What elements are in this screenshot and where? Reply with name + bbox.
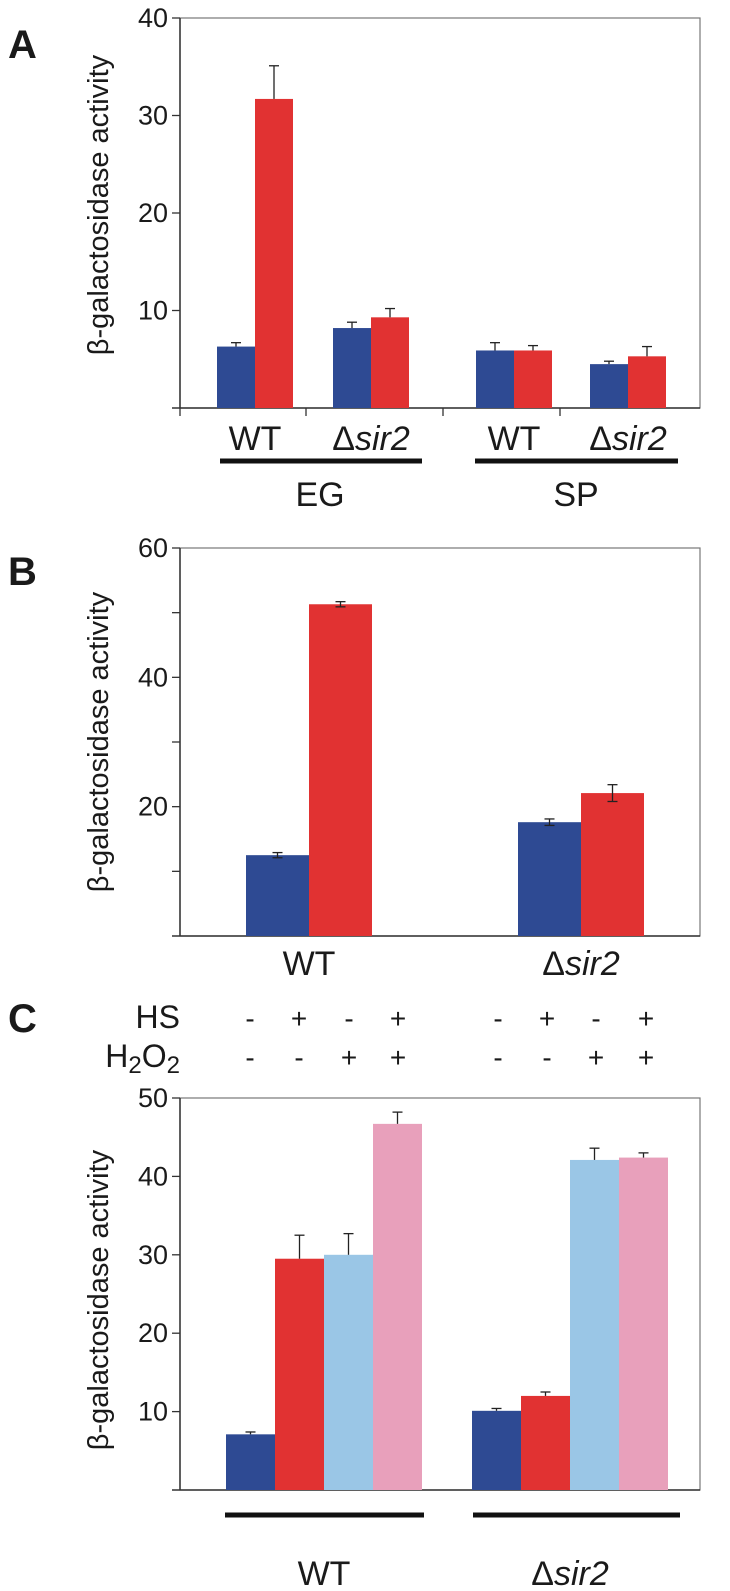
panel-b-x-category-label-1-prefix: Δ xyxy=(542,945,565,983)
panel-c: C β-galactosidase activity HS - + - + - + - +H2O… xyxy=(8,997,701,1591)
panel-b-x-category-label-0-text: WT xyxy=(283,945,336,983)
panel-c-x-category-label-0-text: WT xyxy=(298,1555,351,1591)
panel-c-sign-1-6: + xyxy=(588,1042,604,1073)
panel-c-sign-1-4: - xyxy=(493,1042,502,1073)
panel-c-bar-HS+H2O2-0 xyxy=(373,1123,422,1490)
panel-c-y-tick-label: 30 xyxy=(138,1240,168,1270)
panel-c-sign-0-5: + xyxy=(539,1003,555,1034)
panel-c-bar-HS+H2O2-1 xyxy=(619,1157,668,1490)
panel-b-y-tick-label: 40 xyxy=(138,662,168,692)
panel-b-y-axis-label: β-galactosidase activity xyxy=(83,591,115,892)
panel-c-sign-0-7: + xyxy=(638,1003,654,1034)
panel-a-group-label-eg: EG xyxy=(295,476,344,514)
panel-a-bar-series-2-1 xyxy=(371,317,409,408)
panel-c-sign-0-3: + xyxy=(390,1003,406,1034)
panel-a-x-category-label-3-text: sir2 xyxy=(612,420,667,458)
panel-c-y-tick-label: 20 xyxy=(138,1318,168,1348)
panel-a-bar-series-1-0 xyxy=(217,346,255,408)
panel-a-x-category-label-0: WT xyxy=(229,420,282,458)
panel-c-bar-H2O2-1 xyxy=(570,1159,619,1490)
panel-b-bar-series-2-0 xyxy=(309,604,372,936)
panel-c-condition-label-1: H2O2 xyxy=(105,1038,180,1079)
panel-b: B β-galactosidase activity 20 40 60 WT Δsir2 xyxy=(8,533,701,983)
panel-c-sign-1-5: - xyxy=(542,1042,551,1073)
panel-c-y-tick-label: 40 xyxy=(138,1161,168,1191)
panel-c-letter: C xyxy=(8,997,37,1041)
panel-c-sign-0-4: - xyxy=(493,1003,502,1034)
panel-a-bar-series-1-3 xyxy=(590,364,628,408)
panel-a-bar-series-1-1 xyxy=(333,328,371,408)
panel-c-sign-1-7: + xyxy=(638,1042,654,1073)
panel-c-sign-0-1: + xyxy=(291,1003,307,1034)
panel-b-x-category-label-1-text: sir2 xyxy=(565,945,620,983)
panel-b-plot: 20 40 60 WT Δsir2 xyxy=(138,533,701,983)
panel-c-h2o2-sub1: 2 xyxy=(128,1052,141,1079)
panel-a-x-category-label-0-text: WT xyxy=(229,420,282,458)
panel-c-y-tick-label: 10 xyxy=(138,1397,168,1427)
panel-a-y-tick-label: 20 xyxy=(138,198,168,228)
panel-c-y-tick-label: 50 xyxy=(138,1083,168,1113)
panel-a: A β-galactosidase activity 10 20 30 40 WT Δsi… xyxy=(8,3,701,514)
panel-c-sign-1-0: - xyxy=(245,1042,254,1073)
panel-c-sign-1-3: + xyxy=(390,1042,406,1073)
panel-a-y-axis-label: β-galactosidase activity xyxy=(83,54,115,355)
panel-a-bar-series-1-2 xyxy=(476,350,514,408)
panel-b-x-category-label-0: WT xyxy=(283,945,336,983)
panel-c-condition-label-0: HS xyxy=(136,999,180,1035)
panel-a-x-category-label-3-prefix: Δ xyxy=(589,420,612,458)
panel-b-x-category-label-1: Δsir2 xyxy=(542,945,620,983)
panel-c-sign-0-6: - xyxy=(591,1003,600,1034)
panel-c-x-category-label-0: WT xyxy=(298,1555,351,1591)
panel-b-bar-series-1-0 xyxy=(246,855,309,936)
panel-c-x-category-label-1: Δsir2 xyxy=(531,1555,609,1591)
panel-c-h2o2-o: O xyxy=(142,1038,167,1074)
panel-a-bar-series-2-3 xyxy=(628,356,666,408)
panel-c-sign-0-0: - xyxy=(245,1003,254,1034)
panel-c-y-axis-label: β-galactosidase activity xyxy=(83,1149,115,1450)
panel-b-letter: B xyxy=(8,550,37,594)
panel-a-x-category-label-1: Δsir2 xyxy=(332,420,410,458)
panel-a-y-tick-label: 30 xyxy=(138,101,168,131)
panel-c-h2o2-h: H xyxy=(105,1038,128,1074)
panel-c-sign-1-1: - xyxy=(294,1042,303,1073)
panel-c-x-category-label-1-prefix: Δ xyxy=(531,1555,554,1591)
panel-c-bar-H2O2-0 xyxy=(324,1254,373,1490)
panel-b-bar-series-2-1 xyxy=(581,793,644,936)
panel-c-bar-control-1 xyxy=(472,1410,521,1490)
panel-c-h2o2-sub2: 2 xyxy=(167,1052,180,1079)
panel-a-bar-series-2-2 xyxy=(514,350,552,408)
panel-c-bar-HS-1 xyxy=(521,1395,570,1490)
panel-b-bar-series-1-1 xyxy=(518,822,581,936)
panel-c-bar-HS-0 xyxy=(275,1258,324,1490)
panel-a-x-category-label-2-text: WT xyxy=(488,420,541,458)
panel-b-y-tick-label: 60 xyxy=(138,533,168,563)
panel-c-plot: 10 20 30 40 50 WT Δsir2 xyxy=(138,1083,701,1591)
panel-a-x-category-label-2: WT xyxy=(488,420,541,458)
panel-c-condition-table: HS - + - + - + - +H2O2- - + + - - + + xyxy=(105,999,654,1079)
panel-a-plot: 10 20 30 40 WT Δsir2 WT Δsir2 EG SP xyxy=(138,3,701,514)
panel-a-y-tick-label: 40 xyxy=(138,3,168,33)
panel-a-x-category-label-1-text: sir2 xyxy=(355,420,410,458)
panel-b-y-tick-label: 20 xyxy=(138,792,168,822)
panel-a-bar-series-2-0 xyxy=(255,98,293,409)
panel-c-sign-1-2: + xyxy=(341,1042,357,1073)
panel-c-bar-control-0 xyxy=(226,1434,275,1490)
panel-a-x-category-label-1-prefix: Δ xyxy=(332,420,355,458)
panel-a-x-category-label-3: Δsir2 xyxy=(589,420,667,458)
panel-c-x-category-label-1-text: sir2 xyxy=(554,1555,609,1591)
panel-c-sign-0-2: - xyxy=(344,1003,353,1034)
panel-a-letter: A xyxy=(8,23,37,67)
panel-a-y-tick-label: 10 xyxy=(138,296,168,326)
panel-a-group-label-sp: SP xyxy=(553,476,598,514)
